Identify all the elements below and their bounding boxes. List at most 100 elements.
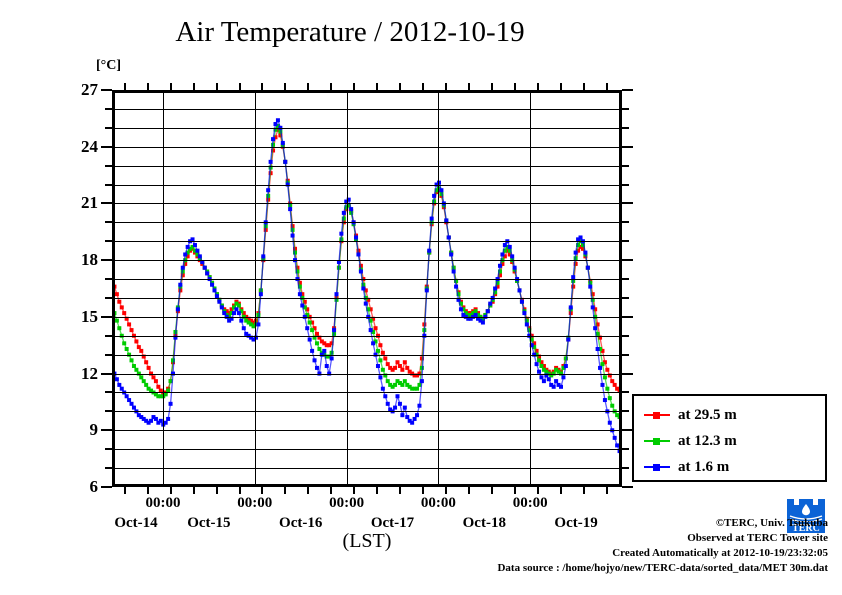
series-marker: [610, 379, 615, 384]
series-marker: [400, 382, 405, 387]
series-marker: [588, 284, 593, 289]
x-tick: [284, 83, 287, 90]
series-marker: [317, 347, 322, 351]
gridline-x: [163, 90, 164, 487]
series-marker: [551, 384, 556, 389]
series-marker: [275, 118, 280, 123]
series-marker: [378, 343, 383, 348]
series-marker: [366, 297, 371, 302]
series-marker: [517, 288, 522, 293]
series-marker: [280, 140, 285, 145]
series-marker: [144, 382, 149, 387]
series-marker: [595, 347, 600, 351]
series-marker: [419, 365, 424, 370]
series-marker: [173, 335, 178, 340]
x-tick: [445, 83, 448, 90]
gridline-y: [112, 297, 622, 299]
series-marker: [192, 248, 197, 253]
series-marker: [258, 292, 263, 297]
series-marker: [305, 307, 310, 312]
series-marker: [393, 365, 398, 370]
series-marker: [190, 244, 195, 249]
series-marker: [349, 210, 354, 215]
series-marker: [114, 292, 119, 297]
series-marker: [158, 394, 163, 399]
legend-item-12-3m[interactable]: at 12.3 m: [644, 428, 825, 454]
series-marker: [410, 420, 415, 425]
series-marker: [166, 388, 171, 393]
series-marker: [139, 375, 144, 380]
y-tick-label: 21: [81, 193, 98, 213]
series-marker: [373, 339, 378, 344]
series-marker: [214, 294, 219, 299]
y-axis-unit-label: [°C]: [96, 58, 122, 73]
series-marker: [539, 360, 544, 365]
series-marker: [397, 401, 402, 406]
series-marker: [563, 356, 568, 361]
series-marker: [314, 365, 319, 370]
series-marker: [434, 188, 439, 193]
series-marker: [302, 305, 307, 310]
y-tick: [622, 410, 629, 413]
series-marker: [507, 248, 512, 253]
y-tick: [622, 145, 633, 148]
series-marker: [153, 379, 158, 384]
series-marker: [383, 356, 388, 361]
series-marker: [327, 343, 332, 348]
series-marker: [205, 271, 210, 276]
gridline-y: [112, 468, 622, 470]
series-marker: [397, 364, 402, 369]
series-marker: [244, 318, 249, 323]
series-marker: [134, 367, 139, 372]
series-marker: [615, 386, 620, 391]
series-marker: [476, 316, 481, 321]
series-marker: [363, 288, 368, 293]
y-tick: [622, 391, 629, 394]
y-tick: [622, 107, 629, 110]
series-marker: [537, 354, 542, 359]
series-marker: [500, 252, 505, 257]
series-marker: [468, 312, 473, 317]
series-marker: [400, 413, 405, 418]
series-marker: [253, 322, 258, 327]
x-tick: [123, 487, 126, 494]
series-marker: [227, 311, 232, 316]
x-tick: [399, 83, 402, 90]
series-marker: [497, 269, 502, 274]
series-marker: [612, 435, 617, 440]
gridline-y: [112, 108, 622, 110]
series-marker: [549, 373, 554, 378]
series-marker: [119, 386, 124, 391]
legend-item-1-6m[interactable]: at 1.6 m: [644, 454, 825, 480]
y-tick: [105, 448, 112, 451]
series-marker: [310, 328, 315, 333]
series-marker: [310, 348, 315, 353]
series-marker: [395, 394, 400, 399]
series-marker: [385, 362, 390, 367]
series-marker: [144, 360, 149, 365]
x-tick: [261, 487, 264, 494]
x-tick: [582, 83, 585, 90]
series-marker: [549, 382, 554, 387]
x-tick: [146, 83, 149, 90]
series-marker: [192, 243, 197, 248]
series-marker: [368, 318, 373, 323]
series-marker: [261, 254, 266, 259]
series-marker: [297, 292, 302, 297]
series-marker: [393, 405, 398, 410]
series-marker: [275, 123, 280, 128]
gridline-y: [112, 260, 622, 262]
series-marker: [529, 343, 534, 348]
series-marker: [149, 418, 154, 423]
gridline-y: [112, 392, 622, 394]
series-marker: [117, 382, 122, 387]
gridline-x: [438, 90, 440, 487]
series-marker: [400, 367, 405, 372]
legend-item-29-5m[interactable]: at 29.5 m: [644, 402, 825, 428]
x-tick: [399, 487, 402, 494]
series-marker: [229, 316, 234, 321]
series-marker: [239, 309, 244, 314]
series-marker: [229, 307, 234, 312]
series-marker: [417, 382, 422, 387]
x-tick: [490, 487, 493, 494]
